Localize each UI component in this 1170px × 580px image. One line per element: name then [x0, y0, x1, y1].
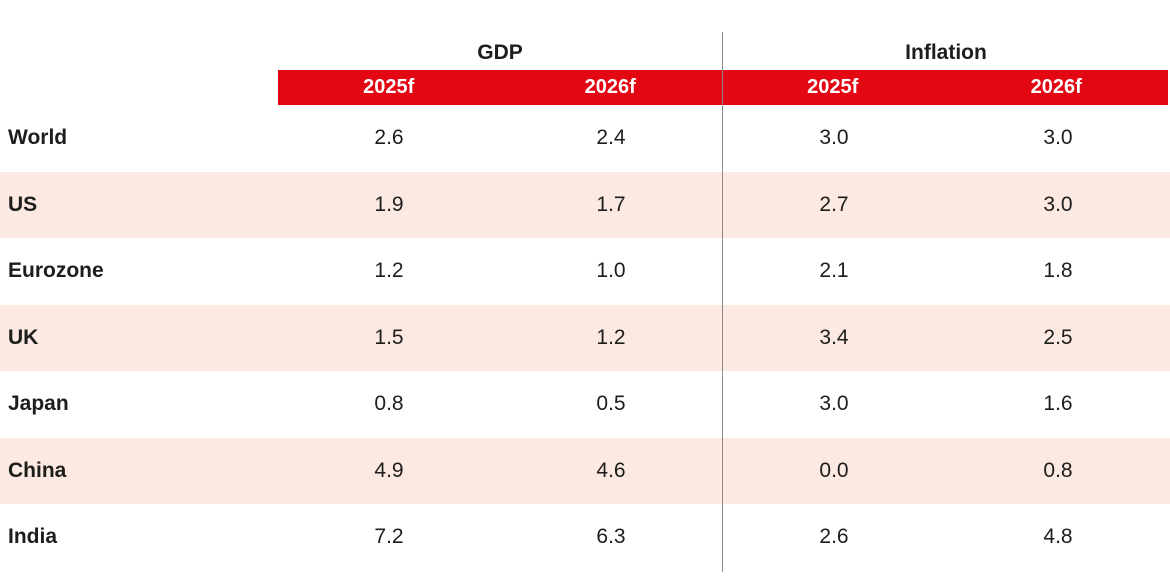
value-cell: 1.0 [596, 259, 626, 283]
row-label: UK [8, 325, 39, 349]
value-cell: 0.5 [596, 392, 626, 416]
value-cell: 4.9 [374, 458, 404, 482]
value-cell: 0.0 [819, 458, 849, 482]
row-label: China [8, 458, 67, 482]
value-cell: 1.2 [374, 259, 404, 283]
column-header-gdp-2026f: 2026f [584, 76, 636, 98]
value-cell: 3.0 [1043, 192, 1073, 216]
value-cell: 1.5 [374, 325, 404, 349]
value-cell: 1.6 [1043, 392, 1073, 416]
value-cell: 1.8 [1043, 259, 1073, 283]
value-cell: 2.4 [596, 126, 626, 150]
table-row-world: World 2.6 2.4 3.0 3.0 [0, 105, 1170, 172]
row-label: World [8, 126, 68, 150]
value-cell: 2.5 [1043, 325, 1073, 349]
table-row-eurozone: Eurozone 1.2 1.0 2.1 1.8 [0, 238, 1170, 305]
column-header-inflation-2026f: 2026f [1030, 76, 1082, 98]
row-label: US [8, 192, 38, 216]
year-header-band: 2025f 2026f 2025f 2026f [278, 70, 1168, 105]
value-cell: 3.0 [1043, 126, 1073, 150]
column-header-gdp-2025f: 2025f [363, 76, 415, 98]
column-header-inflation-2025f: 2025f [807, 76, 859, 98]
value-cell: 0.8 [374, 392, 404, 416]
value-cell: 4.6 [596, 458, 626, 482]
section-title-gdp: GDP [477, 41, 523, 64]
value-cell: 3.0 [819, 126, 849, 150]
value-cell: 0.8 [1043, 458, 1073, 482]
value-cell: 2.1 [819, 259, 849, 283]
value-cell: 3.4 [819, 325, 849, 349]
section-title-inflation: Inflation [905, 41, 987, 64]
row-label: Japan [8, 392, 69, 416]
value-cell: 2.6 [819, 525, 849, 549]
table-row-china: China 4.9 4.6 0.0 0.8 [0, 437, 1170, 504]
value-cell: 4.8 [1043, 525, 1073, 549]
section-divider-line [721, 32, 723, 572]
value-cell: 7.2 [374, 525, 404, 549]
row-label: India [8, 525, 58, 549]
value-cell: 6.3 [596, 525, 626, 549]
value-cell: 1.7 [596, 192, 626, 216]
value-cell: 2.7 [819, 192, 849, 216]
table-row-japan: Japan 0.8 0.5 3.0 1.6 [0, 371, 1170, 438]
table-row-uk: UK 1.5 1.2 3.4 2.5 [0, 304, 1170, 371]
table-row-us: US 1.9 1.7 2.7 3.0 [0, 171, 1170, 238]
row-label: Eurozone [8, 259, 104, 283]
value-cell: 2.6 [374, 126, 404, 150]
table-row-india: India 7.2 6.3 2.6 4.8 [0, 504, 1170, 571]
value-cell: 1.9 [374, 192, 404, 216]
table-body: World 2.6 2.4 3.0 3.0 US 1.9 1.7 2.7 3.0… [0, 105, 1170, 571]
value-cell: 3.0 [819, 392, 849, 416]
value-cell: 1.2 [596, 325, 626, 349]
